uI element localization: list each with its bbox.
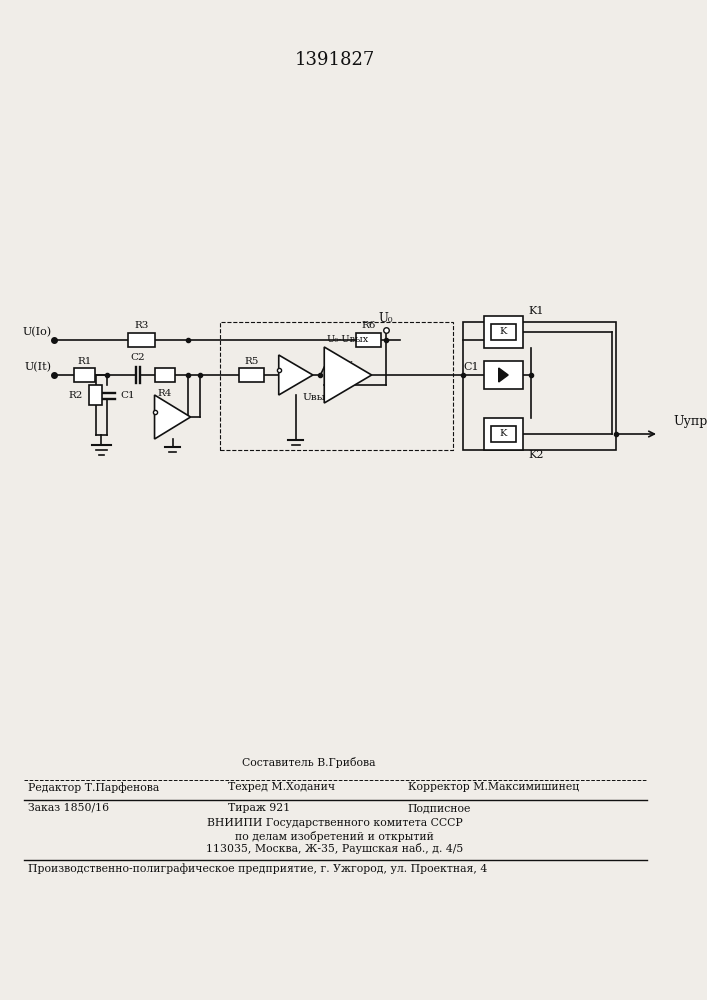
Text: С1: С1 [463,362,479,372]
Text: R1: R1 [77,357,92,365]
Text: K: K [500,430,507,438]
Text: по делам изобретений и открытий: по делам изобретений и открытий [235,831,434,842]
Text: ВНИИПИ Государственного комитета СССР: ВНИИПИ Государственного комитета СССР [207,818,462,828]
Text: Uвых: Uвых [329,359,354,367]
Text: 113035, Москва, Ж-35, Раушская наб., д. 4/5: 113035, Москва, Ж-35, Раушская наб., д. … [206,843,463,854]
Bar [484,316,523,348]
Text: C2: C2 [130,353,145,361]
Text: A2: A2 [284,368,300,381]
Polygon shape [279,355,313,395]
Text: Составитель В.Грибова: Составитель В.Грибова [242,757,375,768]
Text: Uвых: Uвых [302,392,331,401]
Text: Uупр: Uупр [673,416,707,428]
Text: R6: R6 [361,322,376,330]
Text: R4: R4 [158,388,173,397]
Text: R5: R5 [244,357,259,365]
Text: Тираж 921: Тираж 921 [228,803,290,813]
Bar [491,324,516,340]
Bar [484,418,523,450]
Polygon shape [325,347,372,403]
Text: Техред М.Ходанич: Техред М.Ходанич [228,782,334,792]
Bar [356,333,381,347]
Text: U₀: U₀ [379,312,393,324]
Text: U₀-Uвых: U₀-Uвых [327,336,369,344]
Text: Редактор Т.Парфенова: Редактор Т.Парфенова [28,782,160,793]
Bar [128,333,155,347]
Bar [462,322,617,450]
Text: C1: C1 [120,391,135,400]
Text: R2: R2 [68,390,83,399]
Bar [491,426,516,442]
Polygon shape [155,395,191,439]
Text: U(Io): U(Io) [22,327,51,337]
Text: Подписное: Подписное [408,803,471,813]
Bar [220,322,453,450]
Text: K1: K1 [528,306,544,316]
Text: K: K [500,328,507,336]
Text: K2: K2 [528,450,544,460]
Text: Заказ 1850/16: Заказ 1850/16 [28,803,110,813]
Bar [239,368,264,382]
Text: R3: R3 [134,322,148,330]
Text: U(It): U(It) [24,362,51,372]
Bar [89,385,103,405]
Polygon shape [498,368,508,382]
Text: A1: A1 [160,410,176,424]
Text: Корректор М.Максимишинец: Корректор М.Максимишинец [408,782,579,792]
Text: 1391827: 1391827 [295,51,375,69]
Text: Производственно-полиграфическое предприятие, г. Ужгород, ул. Проектная, 4: Производственно-полиграфическое предприя… [28,863,488,874]
Bar [155,368,175,382]
Bar [74,368,95,382]
Bar [484,361,523,389]
